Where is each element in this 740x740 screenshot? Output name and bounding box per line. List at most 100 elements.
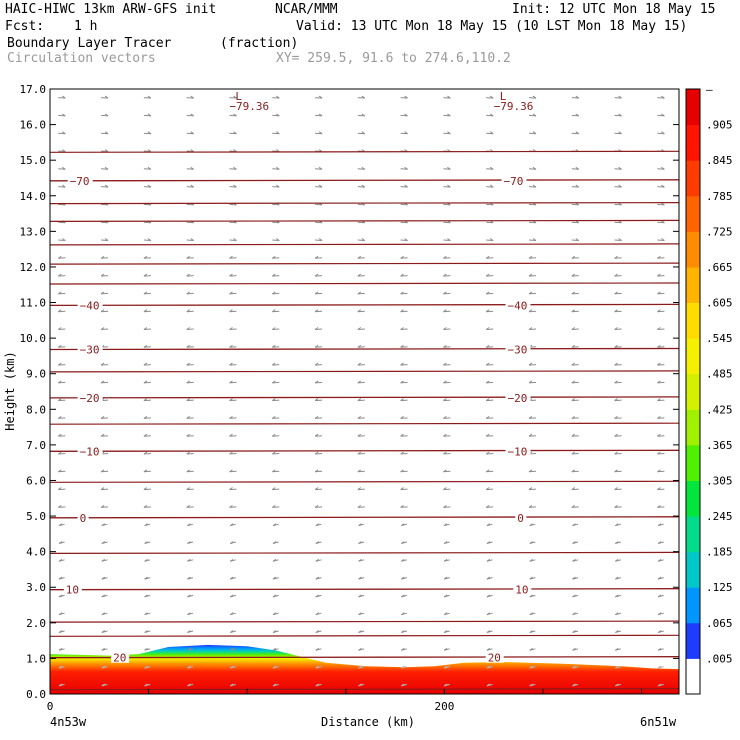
vector-arrow [614, 239, 622, 241]
vector-arrowhead [614, 433, 618, 437]
vector-arrowhead [233, 149, 237, 152]
vector-arrow [272, 257, 280, 259]
vector-arrow [315, 399, 323, 402]
vector-arrowhead [144, 665, 148, 669]
vector-arrowhead [58, 541, 63, 544]
vector-arrow [357, 470, 365, 473]
vector-arrowhead [486, 594, 491, 598]
vector-arrow [143, 114, 151, 117]
vector-arrow [443, 132, 451, 135]
vector-arrow [229, 399, 237, 402]
vector-arrow [357, 328, 365, 330]
vector-arrowhead [614, 309, 618, 313]
colorbar-swatch [686, 195, 700, 232]
contour-label-bg [515, 511, 527, 523]
x-start-label: 4n53w [50, 715, 87, 729]
vector-arrow [443, 470, 451, 473]
colorbar-label: – [706, 83, 713, 96]
vector-arrowhead [314, 362, 319, 366]
vector-arrowhead [143, 469, 148, 473]
vector-arrow [58, 399, 66, 402]
vector-arrowhead [358, 647, 362, 651]
vector-arrowhead [615, 594, 619, 598]
vector-arrow [657, 221, 665, 224]
vector-arrow [486, 417, 494, 419]
vector-arrow [229, 239, 237, 241]
vector-arrow [400, 435, 408, 437]
vector-arrow [58, 168, 66, 170]
vector-arrow [443, 239, 451, 241]
vector-arrow [272, 506, 280, 508]
vector-arrowhead [190, 95, 194, 99]
vector-arrow [400, 417, 408, 419]
vector-arrow [357, 488, 365, 491]
vector-arrowhead [657, 291, 661, 295]
vector-arrow [143, 239, 151, 241]
vector-arrowhead [661, 113, 665, 117]
tracer-fill [50, 644, 679, 694]
vector-arrowhead [58, 647, 63, 651]
vector-arrow [143, 364, 151, 366]
vector-arrowhead [528, 415, 533, 419]
vector-arrowhead [489, 184, 494, 188]
vector-arrow [443, 203, 451, 206]
contour-label-bg [485, 651, 504, 663]
vector-arrow [657, 488, 665, 491]
vector-arrowhead [101, 576, 106, 580]
vector-arrowhead [401, 541, 405, 544]
vector-arrow [186, 488, 194, 491]
vector-arrowhead [276, 238, 280, 241]
vector-arrowhead [400, 504, 404, 508]
vector-arrow [315, 453, 323, 455]
vector-arrowhead [528, 469, 533, 473]
vector-arrow [229, 97, 237, 99]
vector-arrow [101, 310, 109, 313]
vector-arrowhead [147, 149, 152, 152]
vector-arrowhead [443, 469, 447, 473]
vector-arrow [272, 488, 280, 491]
vector-arrowhead [229, 273, 233, 277]
vector-arrow [229, 328, 237, 330]
vector-arrow [400, 132, 408, 135]
vector-arrow [186, 381, 194, 384]
vector-arrowhead [229, 576, 234, 580]
vector-arrowhead [101, 558, 106, 562]
vector-arrow [486, 435, 494, 437]
vector-arrowhead [614, 504, 618, 508]
vector-arrowhead [486, 541, 491, 544]
vector-arrow [528, 506, 537, 508]
colorbar-label: .305 [706, 475, 733, 488]
vector-arrowhead [100, 504, 105, 508]
contour-label-bg [505, 391, 531, 403]
vector-arrowhead [443, 309, 447, 313]
vector-arrowhead [485, 344, 490, 348]
vector-arrow [486, 292, 494, 295]
vector-arrowhead [571, 309, 576, 313]
contour-label: 20 [488, 652, 501, 665]
vector-arrow [571, 257, 579, 259]
vector-arrow [315, 435, 323, 437]
vector-arrow [657, 364, 665, 366]
vector-arrow [486, 399, 494, 402]
vector-arrowhead [401, 558, 405, 562]
vector-arrowhead [272, 469, 276, 473]
vector-arrowhead [314, 327, 319, 330]
vector-arrow [58, 186, 66, 188]
vector-arrow [657, 168, 665, 170]
vector-arrowhead [229, 683, 234, 687]
vector-arrow [528, 435, 537, 437]
vector-arrow [657, 346, 665, 348]
temperature-contours: 20 20 10 10 0 0 −10 −10 −20 −20 −30 −30 −40 −40 −70 −70 [49, 150, 680, 691]
contour-line [49, 516, 680, 519]
vector-arrow [272, 97, 280, 99]
vector-arrow [229, 221, 237, 224]
colorbar-swatch [686, 480, 700, 517]
vector-arrowhead [190, 184, 194, 188]
vector-arrowhead [485, 309, 490, 313]
vector-arrow [357, 97, 365, 99]
vector-arrowhead [272, 451, 276, 455]
vector-arrow [58, 292, 66, 295]
contour-line [49, 688, 680, 691]
vector-arrowhead [575, 184, 580, 188]
contour-line [49, 396, 680, 399]
